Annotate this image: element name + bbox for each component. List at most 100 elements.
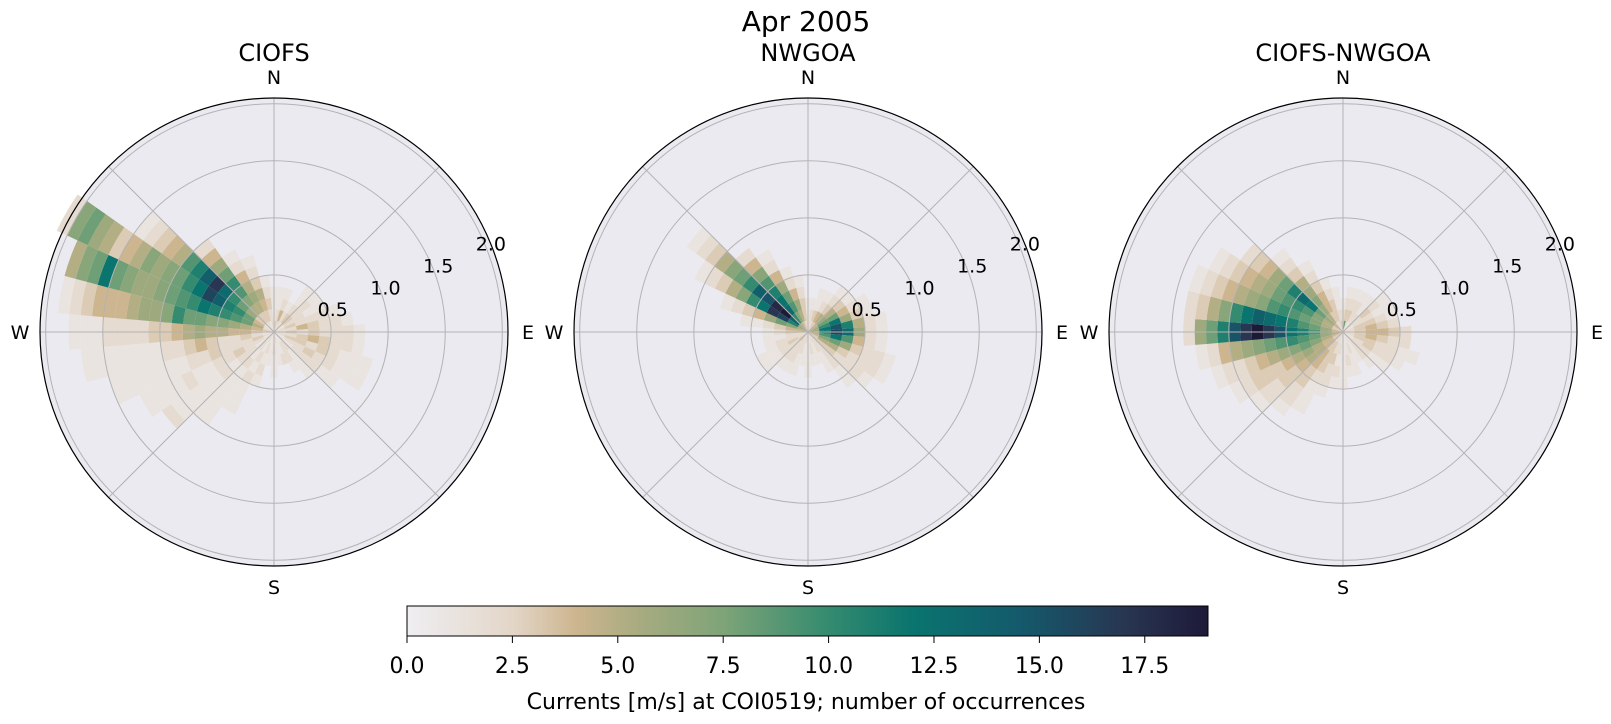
rose-bar bbox=[798, 309, 806, 322]
rose-bar bbox=[796, 327, 808, 332]
rose-bar bbox=[791, 313, 802, 324]
rose-bar bbox=[870, 349, 886, 366]
rose-bar bbox=[1343, 327, 1355, 332]
rose-bar bbox=[241, 356, 255, 370]
rose-bar bbox=[816, 315, 827, 326]
rose-bar bbox=[808, 332, 820, 337]
direction-label: E bbox=[1591, 322, 1603, 344]
rose-bar bbox=[1287, 307, 1302, 321]
rose-bar bbox=[108, 227, 134, 260]
rose-bar bbox=[788, 363, 800, 377]
rose-bar bbox=[828, 317, 842, 327]
rose-bar bbox=[1336, 332, 1343, 343]
rose-bar bbox=[302, 346, 316, 359]
rose-bar bbox=[1359, 307, 1372, 319]
rose-bar bbox=[278, 311, 288, 323]
rose-bar bbox=[762, 320, 775, 330]
rose-panel-ciofs: CIOFS 0.5 1.0 1.5 2.0 N E S W bbox=[11, 39, 534, 599]
rose-bar bbox=[336, 349, 352, 366]
rose-bar bbox=[770, 351, 784, 365]
rose-bar bbox=[1276, 303, 1292, 318]
rose-bar bbox=[163, 358, 181, 381]
direction-label: S bbox=[268, 577, 280, 599]
rose-bar bbox=[802, 309, 808, 321]
rose-bar bbox=[67, 201, 97, 241]
rose-bar bbox=[1320, 326, 1332, 332]
rose-bar bbox=[1345, 365, 1355, 378]
rose-bar bbox=[1243, 355, 1261, 376]
rose-bar bbox=[228, 334, 241, 344]
rose-bar bbox=[1347, 311, 1357, 323]
rose-bar bbox=[1291, 351, 1306, 365]
rose-bar bbox=[763, 312, 777, 324]
rose-bar bbox=[80, 281, 98, 317]
rose-bar bbox=[1210, 274, 1230, 300]
rose-bar bbox=[845, 351, 860, 365]
rose-bar bbox=[808, 332, 819, 339]
rose-bar bbox=[1314, 345, 1327, 357]
rose-bar bbox=[808, 320, 811, 332]
rose-bar bbox=[305, 340, 319, 352]
colorbar: 0.0 2.5 5.0 7.5 10.0 12.5 15.0 17.5 Currents [m… bbox=[390, 605, 1209, 715]
rose-bar bbox=[207, 346, 223, 361]
rose-bar bbox=[1394, 346, 1410, 361]
rose-bar bbox=[808, 332, 815, 343]
rose-bar bbox=[262, 329, 274, 332]
rose-bar bbox=[254, 363, 266, 377]
rose-bar bbox=[284, 322, 297, 330]
rose-bar bbox=[1351, 338, 1362, 349]
rose-bar bbox=[1345, 286, 1355, 299]
rose-bar bbox=[1343, 332, 1348, 344]
rose-bar bbox=[265, 354, 273, 367]
rose-bar bbox=[808, 321, 815, 332]
rose-bar bbox=[1291, 299, 1306, 313]
radial-tick-label: 0.5 bbox=[852, 299, 882, 321]
rose-bar bbox=[1188, 264, 1209, 294]
rose-bar bbox=[152, 278, 171, 303]
rose-bar bbox=[1303, 378, 1319, 395]
rose-bar bbox=[269, 320, 274, 332]
rose-bar bbox=[852, 335, 865, 347]
rose-bar bbox=[1348, 352, 1358, 366]
rose-bar bbox=[201, 286, 218, 304]
rose-bar bbox=[1331, 329, 1343, 332]
rose-bar bbox=[201, 396, 222, 417]
rose-plot: 0.5 1.0 1.5 2.0 N E S W bbox=[1080, 67, 1603, 599]
rose-bar bbox=[1387, 317, 1400, 329]
rose-bar bbox=[796, 329, 808, 332]
direction-label: N bbox=[267, 67, 281, 89]
rose-bar bbox=[836, 305, 850, 318]
rose-bar bbox=[268, 343, 274, 355]
rose-bar bbox=[824, 345, 837, 357]
rose-bar bbox=[267, 332, 274, 343]
rose-bar bbox=[251, 334, 264, 342]
rose-bar bbox=[257, 313, 268, 324]
rose-bar bbox=[274, 325, 285, 332]
rose-bar bbox=[1331, 365, 1341, 378]
rose-bar bbox=[232, 346, 246, 359]
rose-bar bbox=[788, 300, 799, 314]
rose-bar bbox=[240, 317, 254, 327]
rose-bar bbox=[242, 312, 256, 323]
rose-bar bbox=[1239, 375, 1259, 398]
radial-tick-label: 1.0 bbox=[904, 277, 934, 299]
rose-bar bbox=[1286, 317, 1299, 329]
rose-bar bbox=[1332, 332, 1343, 339]
rose-bar bbox=[1221, 361, 1240, 386]
rose-bar bbox=[1345, 342, 1353, 355]
rose-bar bbox=[836, 346, 850, 359]
rose-bar bbox=[221, 249, 241, 267]
rose-bar bbox=[1240, 339, 1255, 359]
rose-bar bbox=[803, 320, 808, 332]
rose-bar bbox=[269, 332, 274, 344]
radial-tick-label: 1.5 bbox=[1492, 255, 1522, 277]
rose-bar bbox=[1354, 326, 1366, 332]
rose-bar bbox=[695, 235, 720, 260]
rose-bar bbox=[1343, 309, 1349, 321]
rose-bar bbox=[228, 320, 241, 330]
rose-bar bbox=[1309, 317, 1323, 327]
rose-bar bbox=[788, 287, 800, 301]
rose-bar bbox=[826, 341, 840, 352]
rose-bar bbox=[274, 343, 280, 355]
rose-bar bbox=[812, 341, 822, 353]
